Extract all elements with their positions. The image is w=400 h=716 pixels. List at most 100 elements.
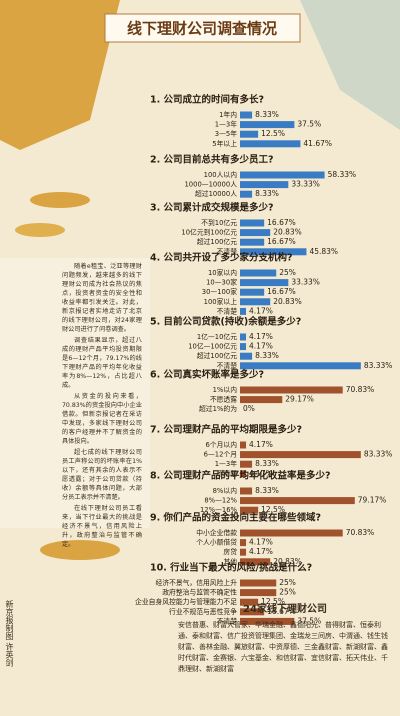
value-label: 16.67%: [267, 218, 296, 227]
bar: [240, 497, 355, 505]
title-box: [104, 13, 301, 43]
category-label: 10亿—100亿元: [188, 342, 237, 351]
bar: [240, 130, 259, 138]
bar: [240, 238, 265, 246]
category-label: 8%以内: [213, 486, 238, 495]
companies: 安信普惠、财富大管家、华瑞金融、鑫德阳光、普得财富、恒泰利通、泰和财富、信广投资…: [178, 621, 388, 673]
bar: [240, 190, 253, 198]
value-label: 29.17%: [285, 395, 314, 404]
decoration: [0, 0, 120, 150]
bar: [240, 558, 271, 566]
category-label: 不清楚: [217, 361, 238, 370]
category-label: 1%以内: [213, 385, 238, 394]
category-label: 1—3年: [215, 120, 237, 129]
chart-title: 3. 公司累计成交规模是多少?: [150, 202, 274, 214]
value-label: 4.17%: [249, 440, 273, 449]
category-label: 经济不景气，信用风险上升: [155, 578, 237, 587]
category-label: 6个月以内: [205, 440, 237, 449]
value-label: 33.33%: [291, 180, 320, 189]
category-label: 企业自身风控能力与管理能力不足: [135, 597, 237, 606]
category-label: 不愿透露: [210, 396, 237, 404]
bar: [240, 219, 265, 227]
category-label: 100家以上: [204, 297, 238, 306]
value-label: 16.67%: [267, 237, 296, 246]
category-label: 超过100亿元: [197, 237, 237, 246]
bar: [240, 608, 265, 616]
bar: [240, 333, 247, 341]
bar: [240, 589, 277, 597]
category-label: 12%—16%: [200, 506, 238, 514]
value-label: 12.5%: [261, 505, 285, 514]
article-panel: [0, 258, 150, 528]
chart-title: 7. 公司理财产品的平均期限是多少?: [150, 424, 302, 436]
category-label: 10亿元到100亿元: [181, 228, 237, 237]
chart-title: 9. 你们产品的资金投向主要在哪些领域?: [150, 512, 321, 524]
category-label: 不清楚: [217, 306, 238, 315]
bar: [240, 539, 247, 547]
value-label: 25%: [279, 578, 296, 587]
category-label: 中小企业借款: [196, 528, 237, 537]
category-label: 10家以内: [208, 268, 237, 277]
bar: [240, 396, 283, 404]
value-label: 58.33%: [328, 170, 357, 179]
category-label: 1亿—10亿元: [197, 332, 237, 341]
value-label: 83.33%: [364, 450, 393, 459]
category-label: 100人以内: [204, 170, 238, 179]
category-label: 1年内: [219, 110, 237, 119]
value-label: 25%: [279, 588, 296, 597]
bar: [240, 598, 259, 606]
value-label: 4.17%: [249, 342, 273, 351]
category-label: 不清楚: [217, 247, 238, 256]
value-label: 16.67%: [267, 287, 296, 296]
bar: [240, 121, 295, 129]
bar: [240, 579, 277, 587]
bar: [240, 362, 361, 370]
value-label: 12.5%: [261, 597, 285, 606]
bar: [240, 288, 265, 296]
value-label: 4.17%: [249, 469, 273, 478]
bar: [240, 441, 247, 449]
value-label: 79.17%: [358, 496, 387, 505]
category-label: 房贷: [223, 547, 237, 556]
category-label: 行业不规范与恶性竞争: [169, 607, 237, 616]
category-label: 不清楚: [217, 469, 238, 478]
value-label: 25%: [279, 268, 296, 277]
category-label: 政府整治与监管不确定性: [162, 588, 237, 597]
value-label: 8.33%: [255, 486, 279, 495]
chart-title: 2. 公司目前总共有多少员工?: [150, 154, 274, 166]
bar: [240, 506, 259, 514]
category-label: 10—30家: [206, 278, 237, 287]
category-label: 1—3年: [215, 459, 237, 468]
companies-title: 24家线下理财公司: [243, 604, 327, 615]
category-label: 1000—10000人: [184, 181, 237, 189]
value-label: 37.5%: [297, 120, 321, 129]
value-label: 70.83%: [346, 528, 375, 537]
bar: [240, 111, 253, 119]
bar: [240, 386, 343, 394]
category-label: 30—100家: [202, 287, 237, 296]
bar: [240, 548, 247, 556]
bar: [240, 529, 343, 537]
category-label: 其他: [223, 557, 237, 566]
credit: 新京报制图 许英剑: [5, 600, 14, 667]
value-label: 8.33%: [255, 459, 279, 468]
article: 随着e租宝、泛亚等理财问题频发，越来越多的线下理财公司成为社会热议的焦点，投资者…: [62, 262, 142, 551]
value-label: 20.83%: [273, 228, 302, 237]
value-label: 20.83%: [273, 557, 302, 566]
category-label: 超过1%的为: [199, 404, 237, 413]
bar: [240, 307, 247, 315]
value-label: 4.17%: [249, 332, 273, 341]
bar: [240, 181, 289, 189]
decoration: [15, 223, 65, 237]
bar: [240, 269, 277, 277]
category-label: 3—5年: [215, 129, 237, 138]
bar: [240, 171, 325, 179]
bar: [240, 248, 307, 256]
bar: [240, 343, 247, 351]
category-label: 超过100亿元: [197, 351, 237, 360]
bar: [240, 617, 295, 625]
category-label: 个人小额借贷: [196, 538, 237, 547]
chart-title: 8. 公司理财产品的平均年化收益率是多少?: [150, 470, 331, 482]
value-label: 37.5%: [297, 616, 321, 625]
